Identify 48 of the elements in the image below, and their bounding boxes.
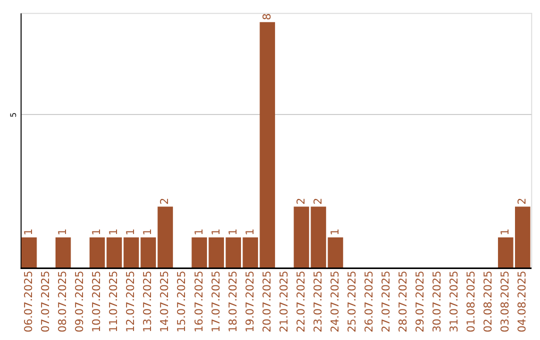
data-label: 1 xyxy=(90,228,104,236)
data-label: 1 xyxy=(56,228,70,236)
y-tick-label: 5 xyxy=(9,112,18,118)
x-tick-label: 18.07.2025 xyxy=(226,270,240,332)
x-tick-label: 15.07.2025 xyxy=(175,270,188,332)
x-tick-label: 26.07.2025 xyxy=(362,270,376,332)
x-tick-label: 03.08.2025 xyxy=(498,270,512,332)
x-tick-label: 23.07.2025 xyxy=(311,270,324,332)
data-label: 2 xyxy=(294,198,308,205)
x-tick-label: 02.08.2025 xyxy=(482,270,495,332)
data-label: 1 xyxy=(209,228,222,236)
data-label: 1 xyxy=(226,228,240,236)
x-tick-label: 29.07.2025 xyxy=(413,270,426,332)
data-label: 8 xyxy=(260,13,274,20)
x-tick-label: 17.07.2025 xyxy=(209,270,222,332)
data-label: 1 xyxy=(192,228,206,236)
data-label: 2 xyxy=(516,198,529,205)
x-tick-label: 13.07.2025 xyxy=(141,270,154,332)
x-tick-label: 09.07.2025 xyxy=(73,270,86,332)
x-tick-label: 12.07.2025 xyxy=(124,270,138,332)
data-label: 1 xyxy=(498,228,512,236)
data-label: 2 xyxy=(158,198,172,205)
data-label: 1 xyxy=(328,228,342,236)
x-tick-label: 20.07.2025 xyxy=(260,270,274,332)
data-label: 1 xyxy=(124,228,138,236)
x-tick-label: 04.08.2025 xyxy=(516,270,529,332)
x-tick-label: 19.07.2025 xyxy=(243,270,256,332)
x-tick-label: 08.07.2025 xyxy=(56,270,70,332)
x-tick-label: 16.07.2025 xyxy=(192,270,206,332)
x-tick-label: 31.07.2025 xyxy=(448,270,461,332)
x-tick-label: 14.07.2025 xyxy=(158,270,172,332)
x-tick-label: 24.07.2025 xyxy=(328,270,342,332)
x-tick-label: 30.07.2025 xyxy=(430,270,444,332)
data-label: 1 xyxy=(107,228,120,236)
data-label: 1 xyxy=(22,228,36,236)
x-tick-label: 06.07.2025 xyxy=(22,270,36,332)
data-label: 2 xyxy=(311,198,324,205)
x-tick-label: 07.07.2025 xyxy=(39,270,52,332)
data-label: 1 xyxy=(141,228,154,236)
x-tick-label: 21.07.2025 xyxy=(277,270,290,332)
x-tick-label: 22.07.2025 xyxy=(294,270,308,332)
x-tick-label: 27.07.2025 xyxy=(379,270,392,332)
x-tick-label: 11.07.2025 xyxy=(107,270,120,332)
x-tick-label: 28.07.2025 xyxy=(396,270,410,332)
x-tick-label: 10.07.2025 xyxy=(90,270,104,332)
x-tick-label: 25.07.2025 xyxy=(345,270,358,332)
x-tick-label: 01.08.2025 xyxy=(464,270,478,332)
data-label: 1 xyxy=(243,228,256,236)
